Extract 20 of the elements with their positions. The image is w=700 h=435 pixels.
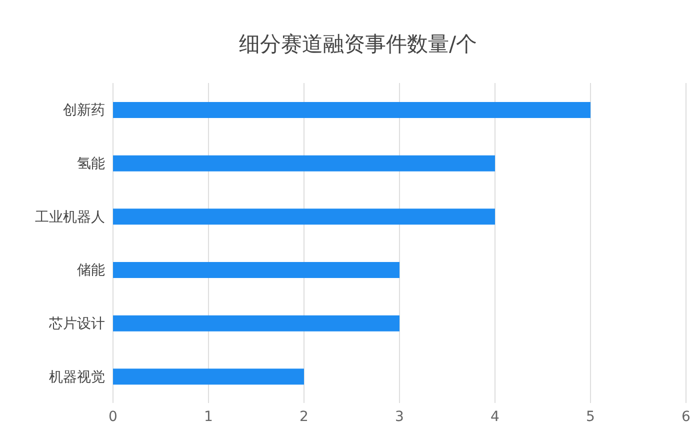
- x-tick-label: 3: [395, 408, 404, 425]
- x-tick-label: 4: [490, 408, 500, 425]
- bar: [113, 102, 590, 118]
- bar: [113, 262, 400, 278]
- bar: [113, 368, 304, 385]
- y-tick-label: 氢能: [77, 156, 105, 172]
- x-tick-label: 0: [108, 408, 118, 425]
- chart-title: 细分赛道融资事件数量/个: [238, 31, 478, 58]
- x-tick-label: 2: [300, 408, 308, 425]
- x-tick-label: 6: [682, 408, 691, 425]
- y-tick-label: 储能: [77, 262, 105, 279]
- bar: [113, 155, 495, 172]
- x-tick-label: 1: [204, 408, 213, 425]
- bar: [113, 208, 495, 225]
- y-tick-label: 芯片设计: [48, 316, 105, 332]
- y-tick-label: 工业机器人: [35, 209, 105, 226]
- x-tick-label: 5: [586, 408, 595, 425]
- y-tick-label: 创新药: [63, 102, 105, 119]
- y-tick-label: 机器视觉: [49, 369, 105, 386]
- bar: [113, 315, 400, 332]
